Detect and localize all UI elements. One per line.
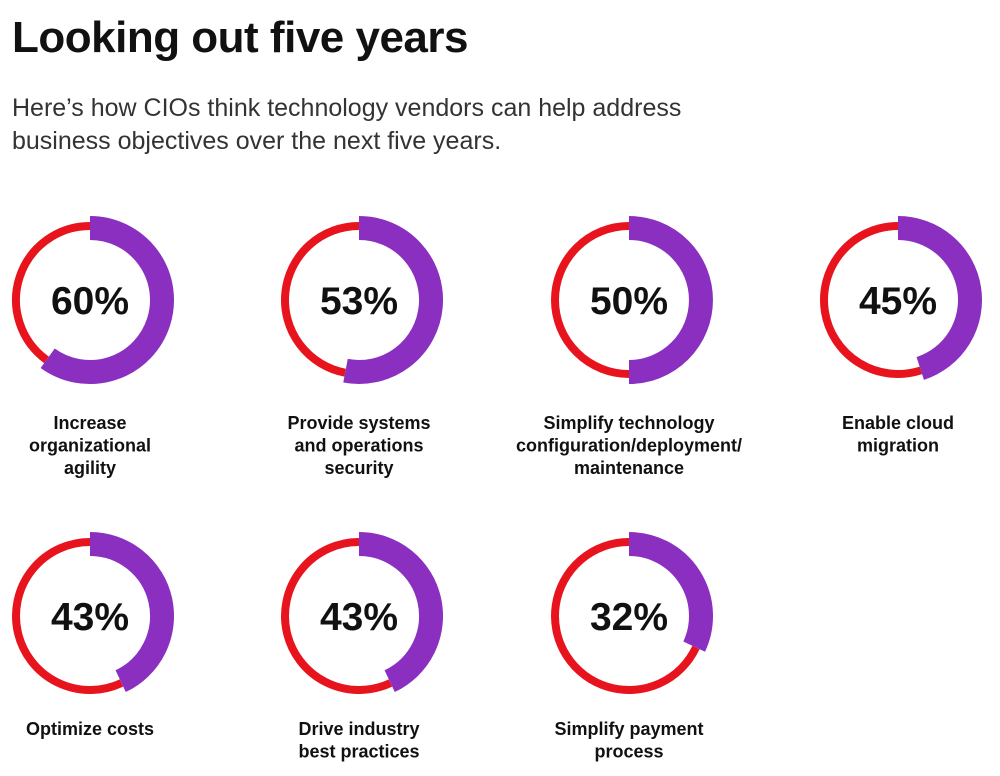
- value-label-increase-organizational-agility: 60%: [51, 280, 129, 323]
- caption-line-drive-industry-best-practices-1: best practices: [298, 742, 419, 762]
- donut-simplify-technology-configuration-deployment-maintenance: 50% Simplify technology configuration/depl…: [516, 216, 742, 478]
- caption-line-simplify-payment-process-1: process: [594, 742, 663, 762]
- caption-line-enable-cloud-migration-1: migration: [857, 436, 939, 456]
- caption-line-provide-systems-and-operations-security-1: and operations: [294, 436, 423, 456]
- value-arc-drive-industry-best-practices: [358, 532, 443, 693]
- caption-line-optimize-costs-0: Optimize costs: [26, 719, 154, 739]
- caption-line-provide-systems-and-operations-security-2: security: [324, 458, 393, 478]
- caption-line-increase-organizational-agility-2: agility: [64, 458, 116, 478]
- remainder-arc-provide-systems-and-operations-security: [281, 222, 359, 377]
- remainder-arc-enable-cloud-migration: [820, 222, 923, 378]
- caption-line-increase-organizational-agility-0: Increase: [53, 413, 126, 433]
- caption-line-simplify-payment-process-0: Simplify payment: [554, 719, 703, 739]
- remainder-arc-increase-organizational-agility: [12, 222, 91, 364]
- value-label-provide-systems-and-operations-security: 53%: [320, 280, 398, 323]
- donut-optimize-costs: 43% Optimize costs: [12, 532, 174, 739]
- donut-simplify-payment-process: 32% Simplify payment process: [551, 532, 713, 762]
- remainder-arc-optimize-costs: [12, 538, 124, 694]
- caption-line-simplify-technology-configuration-deployment-maintenance-2: maintenance: [574, 458, 684, 478]
- remainder-arc-drive-industry-best-practices: [281, 538, 393, 694]
- caption-line-simplify-technology-configuration-deployment-maintenance-0: Simplify technology: [543, 413, 714, 433]
- value-label-optimize-costs: 43%: [51, 596, 129, 639]
- value-arc-increase-organizational-agility: [40, 216, 174, 384]
- page-title: Looking out five years: [12, 13, 468, 62]
- value-label-simplify-payment-process: 32%: [590, 596, 668, 639]
- caption-line-increase-organizational-agility-1: organizational: [29, 436, 151, 456]
- value-arc-simplify-payment-process: [628, 532, 713, 652]
- value-arc-provide-systems-and-operations-security: [343, 216, 444, 384]
- value-label-simplify-technology-configuration-deployment-maintenance: 50%: [590, 280, 668, 323]
- caption-line-provide-systems-and-operations-security-0: Provide systems: [287, 413, 430, 433]
- caption-line-drive-industry-best-practices-0: Drive industry: [298, 719, 419, 739]
- remainder-arc-simplify-payment-process: [551, 538, 700, 694]
- caption-line-enable-cloud-migration-0: Enable cloud: [842, 413, 954, 433]
- remainder-arc-simplify-technology-configuration-deployment-maintenance: [551, 222, 630, 378]
- value-arc-optimize-costs: [89, 532, 174, 693]
- donut-drive-industry-best-practices: 43% Drive industry best practices: [281, 532, 443, 762]
- value-label-drive-industry-best-practices: 43%: [320, 596, 398, 639]
- page-subtitle: Here’s how CIOs think technology vendors…: [12, 94, 682, 155]
- donut-enable-cloud-migration: 45% Enable cloud migration: [820, 216, 983, 456]
- value-arc-enable-cloud-migration: [897, 216, 983, 380]
- caption-line-simplify-technology-configuration-deployment-maintenance-1: configuration/deployment/: [516, 436, 742, 456]
- value-arc-simplify-technology-configuration-deployment-maintenance: [628, 216, 713, 384]
- value-label-enable-cloud-migration: 45%: [859, 280, 937, 323]
